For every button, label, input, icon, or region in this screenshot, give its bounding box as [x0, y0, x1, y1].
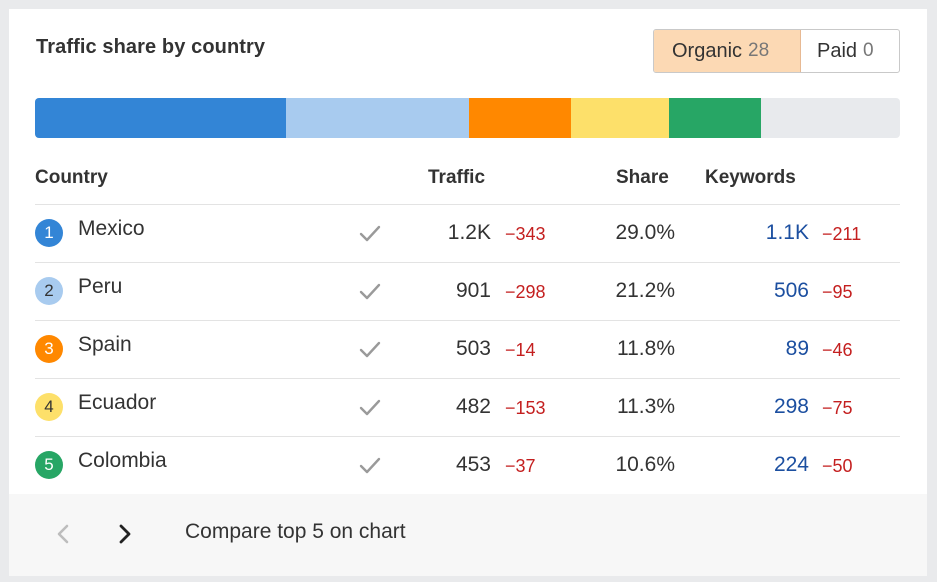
traffic-value: 1.2K [447, 221, 491, 244]
table-row: 3 Spain 503 −14 11.8% 89 −46 [35, 320, 900, 378]
country-name: Peru [78, 275, 123, 298]
tab-paid[interactable]: Paid 0 [801, 30, 899, 72]
rank-badge: 2 [35, 277, 63, 305]
tab-paid-count: 0 [863, 40, 874, 61]
traffic-value: 482 [455, 395, 491, 418]
traffic-value: 453 [455, 453, 491, 476]
keywords-change: −75 [822, 398, 853, 418]
rank-badge: 4 [35, 393, 63, 421]
compare-top-5-link[interactable]: Compare top 5 on chart [185, 520, 406, 543]
country-name: Colombia [78, 449, 167, 472]
traffic-change: −298 [505, 282, 546, 302]
check-icon [359, 283, 381, 300]
tab-organic[interactable]: Organic 28 [654, 30, 801, 72]
share-bar-segment[interactable] [469, 98, 571, 138]
table-row: 4 Ecuador 482 −153 11.3% 298 −75 [35, 378, 900, 436]
share-bar-segment[interactable] [35, 98, 286, 138]
traffic-change: −37 [505, 456, 536, 476]
rank-badge: 1 [35, 219, 63, 247]
header-traffic: Traffic [428, 167, 486, 188]
share-value: 29.0% [615, 221, 675, 244]
header-keywords: Keywords [705, 167, 796, 188]
header-share: Share [616, 167, 669, 188]
table-row: 5 Colombia 453 −37 10.6% 224 −50 [35, 436, 900, 494]
check-icon [359, 457, 381, 474]
keywords-change: −46 [822, 340, 853, 360]
traffic-type-toggle: Organic 28 Paid 0 [653, 29, 900, 73]
card-footer: Compare top 5 on chart [9, 494, 927, 576]
tab-organic-label: Organic [672, 39, 743, 62]
country-name: Spain [78, 333, 132, 356]
rank-number: 5 [44, 455, 54, 474]
chevron-left-icon[interactable] [53, 523, 75, 545]
share-value: 21.2% [615, 279, 675, 302]
card-title: Traffic share by country [36, 36, 266, 58]
share-value: 10.6% [615, 453, 675, 476]
keywords-change: −211 [822, 224, 862, 244]
check-icon [359, 225, 381, 242]
keywords-link[interactable]: 1.1K [765, 221, 809, 244]
share-value: 11.8% [617, 337, 675, 360]
rank-number: 2 [44, 281, 54, 300]
share-bar-segment[interactable] [669, 98, 761, 138]
traffic-share-bar [35, 98, 900, 138]
rank-number: 1 [44, 223, 54, 242]
country-name: Ecuador [78, 391, 157, 414]
share-bar-segment[interactable] [286, 98, 469, 138]
check-icon [359, 341, 381, 358]
traffic-change: −343 [505, 224, 546, 244]
keywords-change: −50 [822, 456, 853, 476]
traffic-change: −14 [505, 340, 536, 360]
tab-organic-count: 28 [748, 40, 770, 61]
traffic-value: 901 [455, 279, 491, 302]
rank-number: 3 [44, 339, 54, 358]
chevron-right-icon[interactable] [113, 523, 135, 545]
keywords-link[interactable]: 506 [773, 279, 809, 302]
keywords-link[interactable]: 224 [773, 453, 809, 476]
share-bar-segment[interactable] [571, 98, 669, 138]
table-row: 2 Peru 901 −298 21.2% 506 −95 [35, 262, 900, 320]
header-country: Country [35, 167, 108, 188]
tab-paid-label: Paid [817, 39, 858, 62]
table-row: 1 Mexico 1.2K −343 29.0% 1.1K −211 [35, 204, 900, 262]
share-value: 11.3% [617, 395, 675, 418]
check-icon [359, 399, 381, 416]
traffic-share-card: Traffic share by country Organic 28 Paid… [9, 9, 927, 576]
rank-badge: 5 [35, 451, 63, 479]
country-name: Mexico [78, 217, 145, 240]
keywords-link[interactable]: 298 [773, 395, 809, 418]
rank-number: 4 [44, 397, 54, 416]
rank-badge: 3 [35, 335, 63, 363]
keywords-change: −95 [822, 282, 853, 302]
traffic-value: 503 [455, 337, 491, 360]
keywords-link[interactable]: 89 [785, 337, 809, 360]
traffic-change: −153 [505, 398, 546, 418]
